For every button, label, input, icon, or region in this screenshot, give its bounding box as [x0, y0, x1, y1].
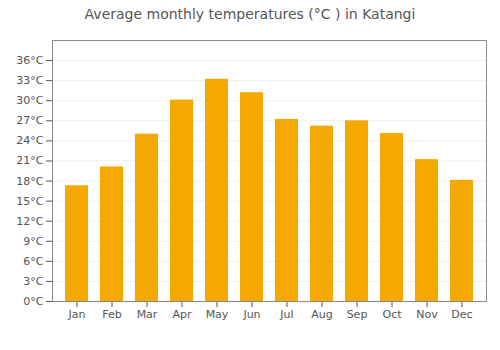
svg-text:36°C: 36°C — [16, 54, 43, 67]
svg-text:Jul: Jul — [279, 308, 293, 321]
svg-text:Feb: Feb — [102, 308, 121, 321]
svg-text:6°C: 6°C — [23, 255, 43, 268]
html-text:Average monthly temperatures (: Average monthly temperatures (°C ) in Ka… — [84, 6, 416, 22]
svg-text:0°C: 0°C — [23, 295, 43, 308]
svg-text:Mar: Mar — [137, 308, 158, 321]
svg-text:Aug: Aug — [311, 308, 332, 321]
svg-text:Jan: Jan — [68, 308, 86, 321]
svg-text:30°C: 30°C — [16, 94, 43, 107]
svg-text:Dec: Dec — [451, 308, 472, 321]
svg-text:Nov: Nov — [416, 308, 438, 321]
svg-text:24°C: 24°C — [16, 134, 43, 147]
svg-text:21°C: 21°C — [16, 154, 43, 167]
svg-text:27°C: 27°C — [16, 114, 43, 127]
svg-text:15°C: 15°C — [16, 195, 43, 208]
svg-text:18°C: 18°C — [16, 175, 43, 188]
svg-text:33°C: 33°C — [16, 74, 43, 87]
svg-text:Apr: Apr — [172, 308, 192, 321]
svg-text:Sep: Sep — [347, 308, 368, 321]
svg-text:12°C: 12°C — [16, 215, 43, 228]
svg-text:May: May — [206, 308, 229, 321]
svg-text:Oct: Oct — [382, 308, 402, 321]
svg-text:3°C: 3°C — [23, 275, 43, 288]
svg-text:9°C: 9°C — [23, 235, 43, 248]
svg-text:Jun: Jun — [242, 308, 260, 321]
